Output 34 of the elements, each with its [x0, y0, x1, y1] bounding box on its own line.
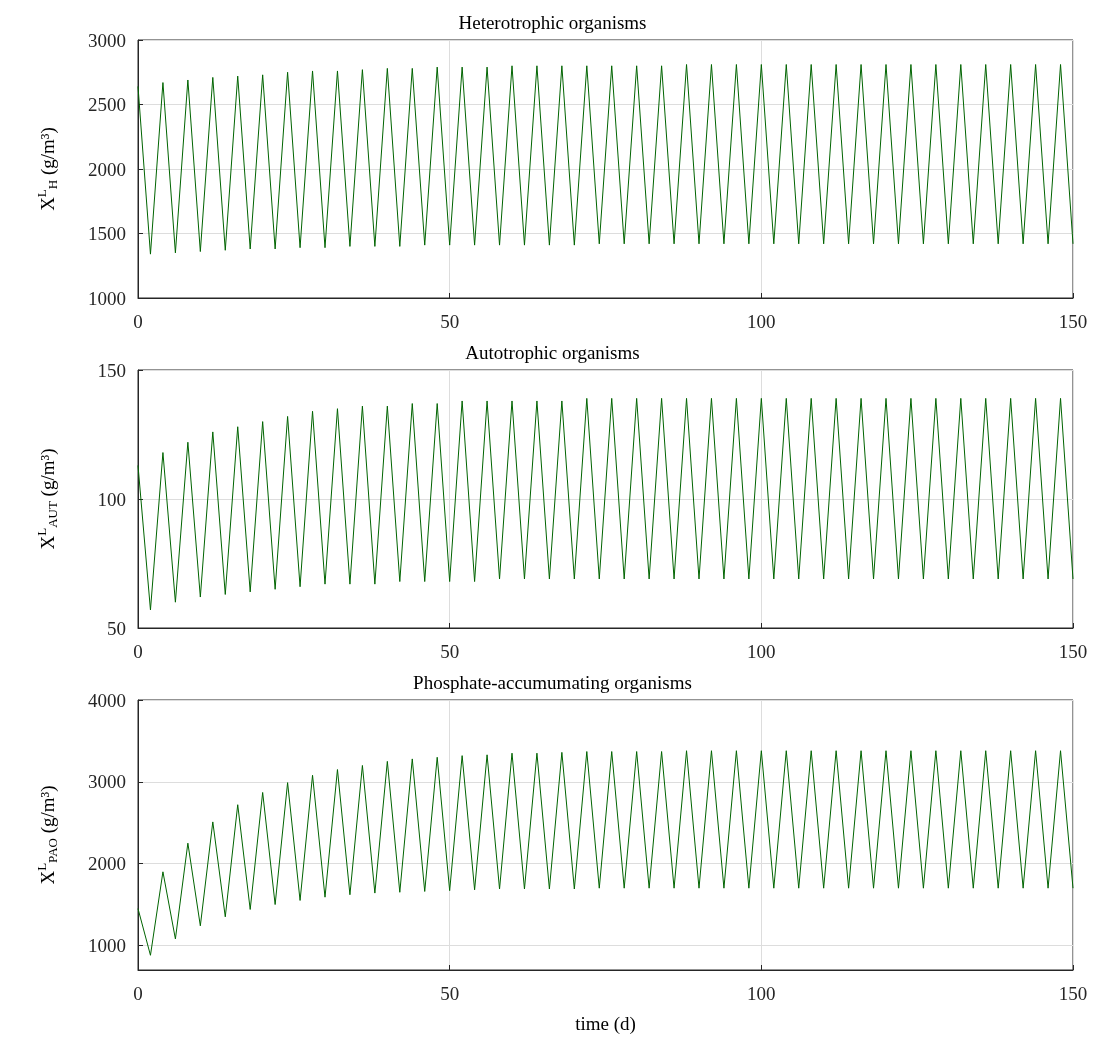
line-series [137, 397, 1074, 611]
x-tick-label: 50 [440, 311, 460, 332]
y-tick-label: 3000 [88, 29, 126, 51]
x-tick-label: 150 [1058, 641, 1088, 662]
chart-title: Phosphate-accumumating organisms [413, 672, 692, 693]
y-tick-label: 1500 [88, 223, 126, 244]
x-tick-label: 100 [747, 641, 776, 662]
chart-title: Autotrophic organisms [465, 342, 640, 363]
x-tick-label: 100 [747, 311, 776, 332]
x-tick-label: 0 [133, 641, 143, 662]
x-tick-label: 100 [747, 983, 776, 1004]
line-series [137, 750, 1074, 956]
x-tick-label: 150 [1058, 983, 1088, 1004]
x-axis-title: time (d) [575, 1013, 636, 1035]
y-tick-label: 100 [97, 488, 126, 510]
y-tick-label: 2000 [88, 158, 126, 180]
y-axis-title: XLPAO (g/m³) [34, 785, 60, 885]
y-tick-label: 4000 [88, 689, 126, 711]
x-tick-label: 150 [1058, 311, 1088, 332]
x-tick-label: 0 [133, 311, 143, 332]
y-tick-label: 2000 [88, 853, 126, 875]
y-tick-label: 150 [97, 359, 126, 381]
chart-title: Heterotrophic organisms [458, 12, 647, 33]
y-tick-label: 2500 [88, 94, 126, 115]
y-tick-label: 1000 [88, 934, 126, 956]
x-tick-label: 0 [133, 983, 143, 1004]
x-tick-label: 50 [440, 641, 460, 662]
y-tick-label: 1000 [88, 287, 126, 309]
y-tick-label: 50 [107, 617, 126, 639]
x-tick-label: 50 [440, 983, 460, 1004]
line-series [137, 64, 1074, 255]
y-axis-title: XLH (g/m³) [34, 127, 60, 211]
y-axis-title: XLAUT (g/m³) [34, 448, 60, 550]
y-tick-label: 3000 [88, 771, 126, 793]
